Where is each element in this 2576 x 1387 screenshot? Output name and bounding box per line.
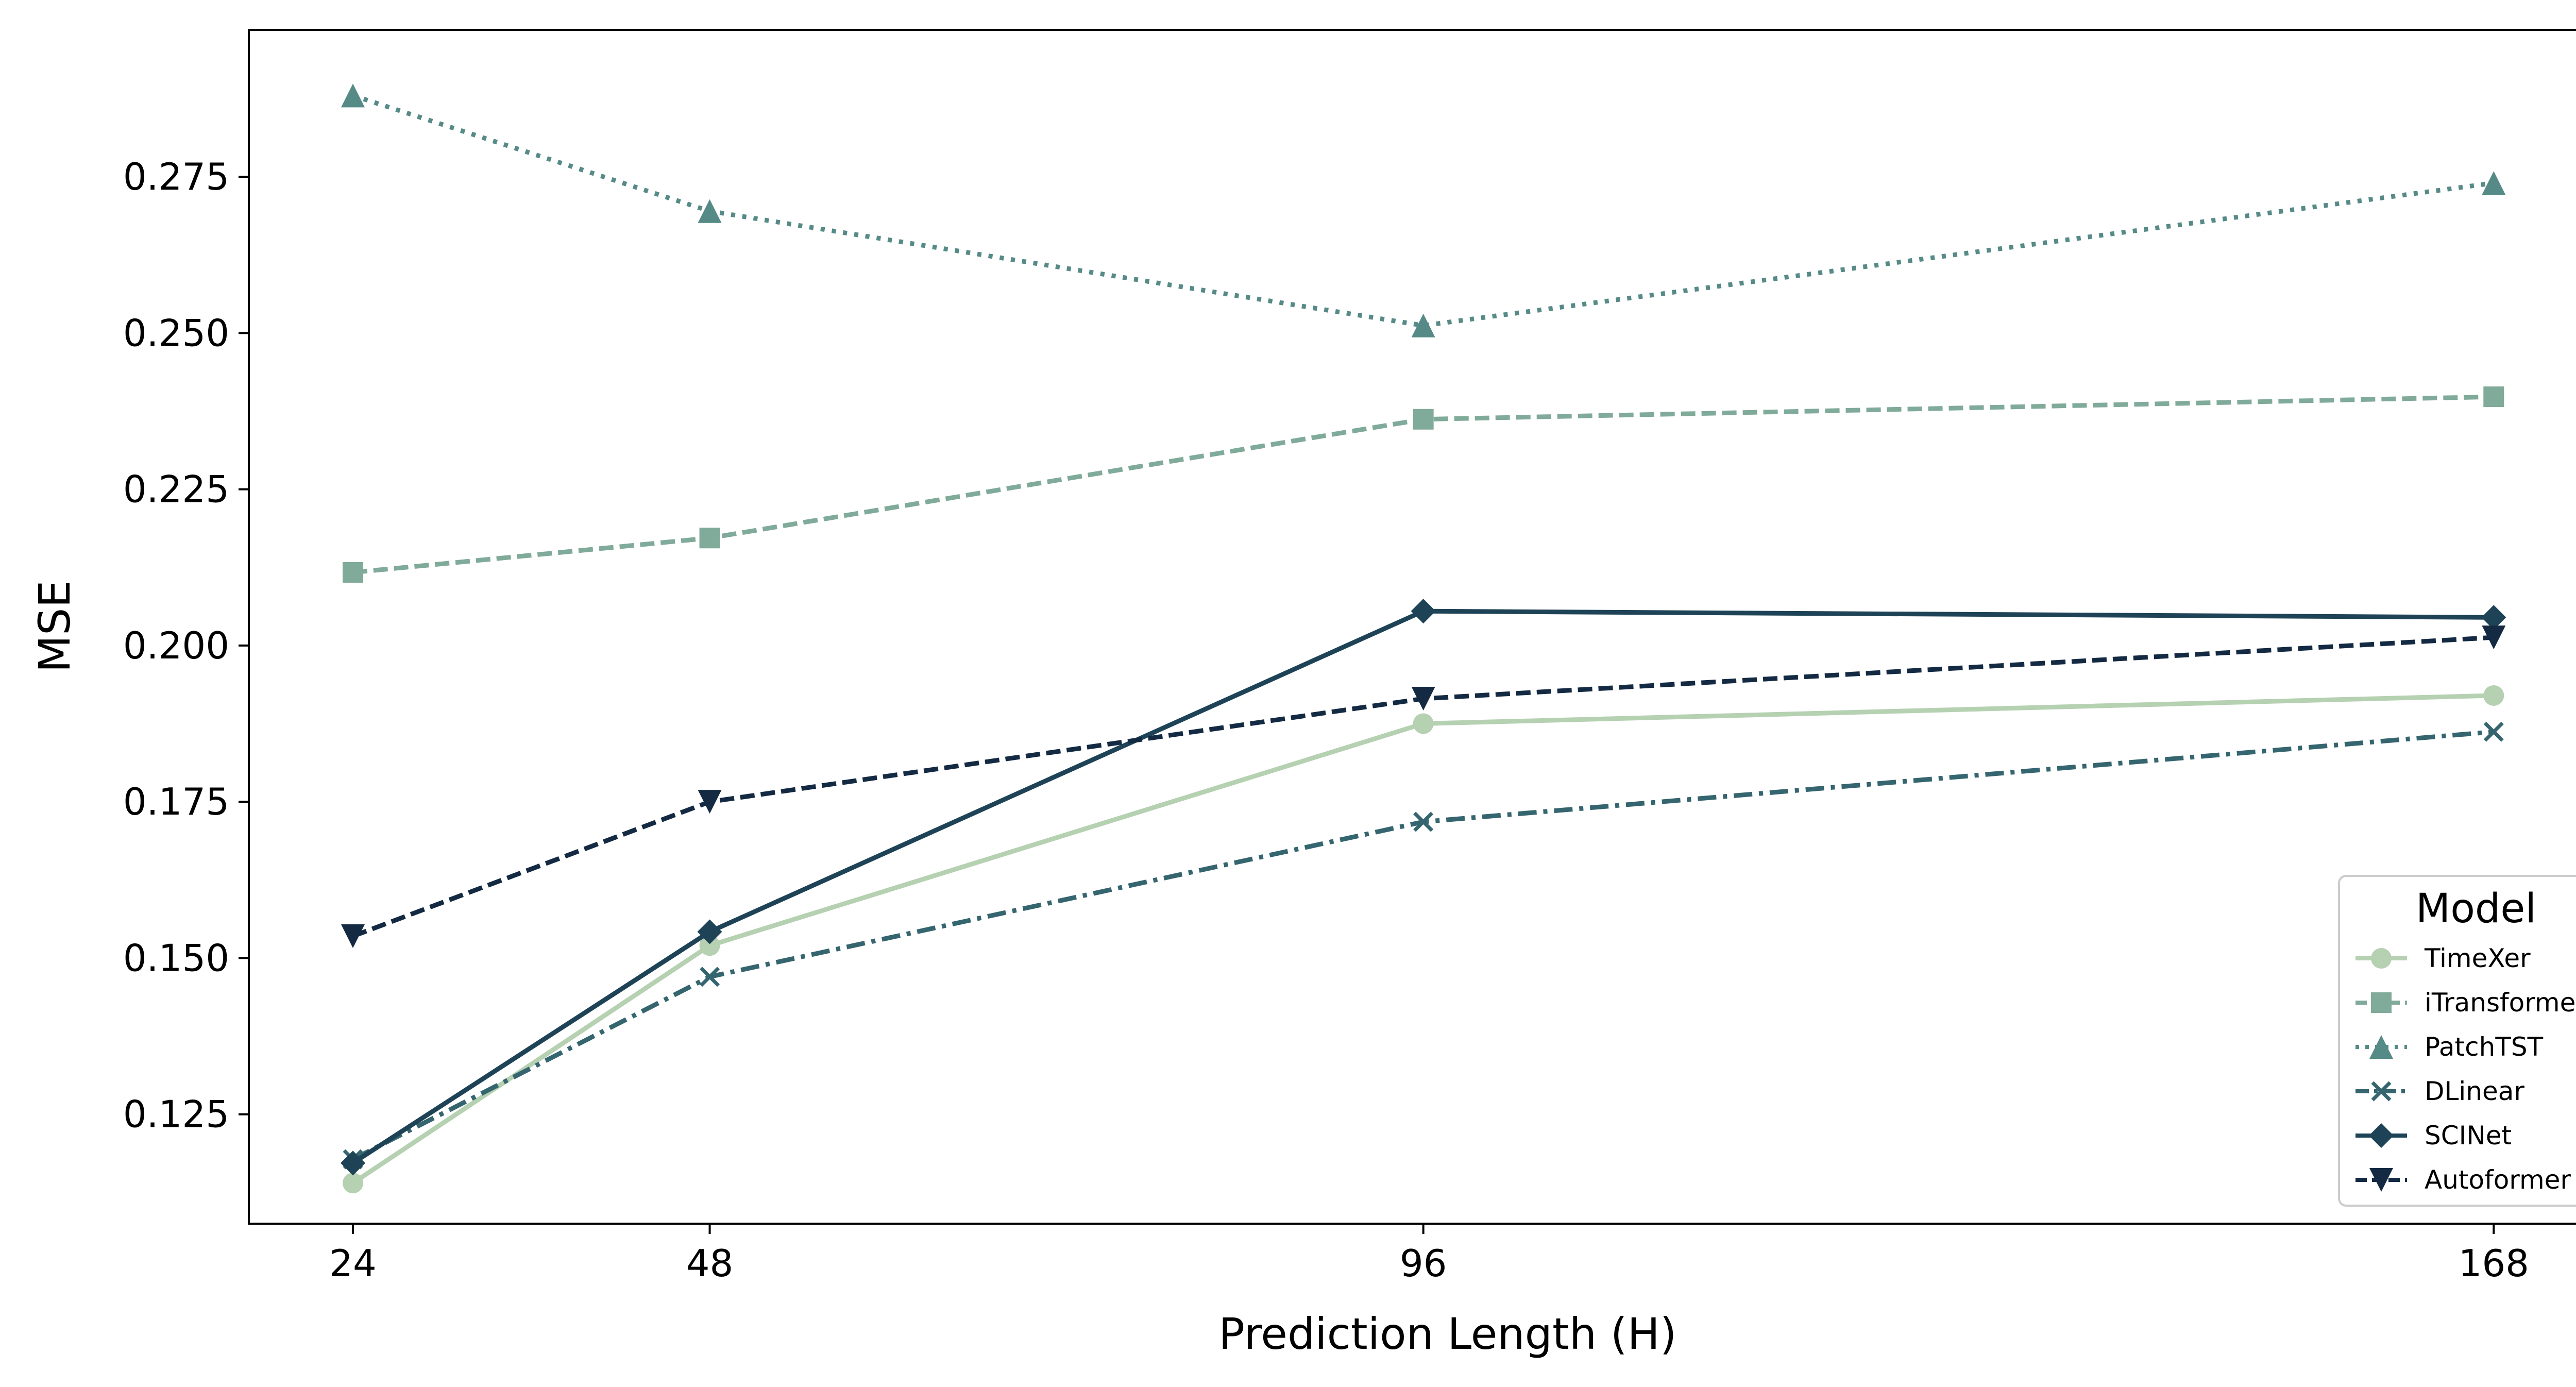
data-point-timexer-48: [699, 935, 720, 956]
y-tick-label: 0.225: [123, 468, 229, 511]
data-point-scinet-96: [1411, 599, 1436, 624]
data-point-dlinear-168: [2483, 721, 2504, 742]
legend-item-autoformer: Autoformer: [2355, 1165, 2571, 1195]
legend-item-patchtst: PatchTST: [2355, 1032, 2544, 1062]
legend-swatch-marker: [2369, 1168, 2393, 1192]
series-itransformer: [342, 386, 2504, 583]
series-line-scinet: [351, 608, 2494, 1165]
legend-item-dlinear: DLinear: [2355, 1076, 2524, 1106]
legend: Model TimeXer iTransformer PatchTST DLinear…: [2338, 875, 2576, 1207]
series-timexer: [342, 685, 2504, 1194]
legend-swatch-marker: [2369, 1035, 2393, 1059]
legend-label: DLinear: [2425, 1076, 2524, 1106]
x-tick-label: 24: [329, 1242, 377, 1285]
data-point-timexer-96: [1413, 713, 1434, 734]
x-tick-label: 48: [686, 1242, 734, 1285]
data-point-scinet-24: [340, 1151, 365, 1176]
y-axis: 0.125 0.150 0.175 0.200 0.225 0.250 0.275: [123, 155, 249, 1136]
x-axis: 24 48 96 168: [329, 1224, 2529, 1285]
data-point-patchtst-168: [2482, 171, 2506, 195]
legend-label: SCINet: [2425, 1121, 2512, 1151]
data-point-patchtst-24: [341, 83, 365, 108]
y-axis-title: MSE: [29, 581, 80, 673]
data-point-autoformer-168: [2482, 625, 2506, 650]
series-patchtst: [341, 83, 2506, 337]
legend-items: TimeXer iTransformer PatchTST DLinear SCINet…: [2355, 943, 2576, 1195]
data-point-autoformer-96: [1411, 687, 1435, 711]
data-point-scinet-48: [697, 919, 722, 944]
data-point-autoformer-48: [698, 790, 722, 814]
legend-title: Model: [2416, 886, 2536, 932]
legend-item-itransformer: iTransformer: [2355, 988, 2576, 1018]
legend-item-scinet: SCINet: [2355, 1121, 2512, 1151]
data-point-autoformer-24: [341, 924, 365, 948]
legend-item-timexer: TimeXer: [2355, 943, 2531, 973]
y-tick-label: 0.200: [123, 624, 229, 667]
data-point-dlinear-96: [1413, 811, 1434, 832]
legend-swatch-marker: [2371, 1081, 2392, 1102]
legend-swatch-marker: [2371, 992, 2392, 1013]
data-point-itransformer-96: [1413, 409, 1434, 430]
legend-label: TimeXer: [2424, 943, 2531, 973]
x-tick-label: 96: [1400, 1242, 1447, 1285]
data-point-itransformer-168: [2483, 386, 2504, 408]
legend-label: Autoformer: [2425, 1165, 2571, 1195]
y-tick-label: 0.250: [123, 311, 229, 354]
data-point-patchtst-96: [1411, 313, 1435, 337]
x-tick-label: 168: [2459, 1242, 2529, 1285]
data-point-dlinear-48: [700, 967, 720, 987]
series-line-dlinear: [351, 729, 2494, 1162]
legend-swatch-marker: [2369, 1123, 2394, 1148]
data-point-patchtst-48: [698, 199, 722, 223]
y-tick-label: 0.275: [123, 155, 229, 198]
data-point-timexer-168: [2483, 685, 2504, 706]
y-tick-label: 0.175: [123, 780, 229, 823]
x-axis-title: Prediction Length (H): [1218, 1309, 1676, 1359]
series-line-itransformer: [352, 394, 2494, 575]
series-layer: [340, 83, 2506, 1194]
data-point-timexer-24: [342, 1173, 363, 1194]
legend-swatch-marker: [2371, 948, 2392, 969]
plot-frame: [248, 29, 2576, 1225]
legend-label: iTransformer: [2425, 988, 2576, 1018]
series-line-timexer: [351, 693, 2494, 1185]
data-point-scinet-168: [2481, 605, 2506, 630]
data-point-itransformer-24: [342, 562, 363, 583]
legend-label: PatchTST: [2425, 1032, 2544, 1062]
series-autoformer: [341, 625, 2506, 948]
series-scinet: [340, 599, 2506, 1176]
y-tick-label: 0.125: [123, 1093, 229, 1136]
y-tick-label: 0.150: [123, 936, 229, 979]
data-point-itransformer-48: [699, 528, 720, 549]
series-line-autoformer: [352, 635, 2494, 939]
